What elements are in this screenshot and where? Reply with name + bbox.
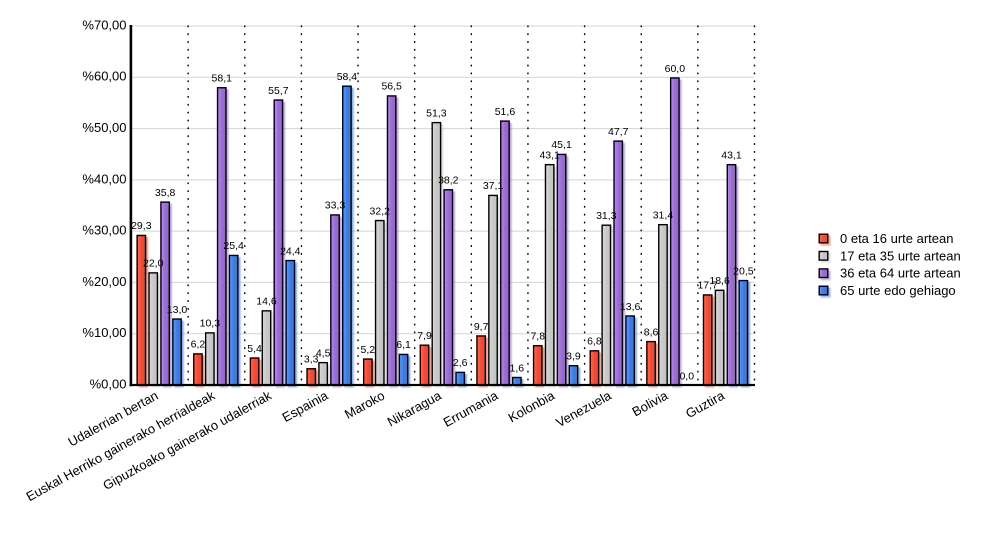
svg-text:10,3: 10,3 [200,318,221,330]
svg-text:58,1: 58,1 [212,73,233,85]
svg-text:25,4: 25,4 [223,240,244,252]
svg-text:1,6: 1,6 [510,362,525,374]
svg-text:3,9: 3,9 [566,351,581,363]
svg-text:60,0: 60,0 [665,63,686,75]
svg-text:20,5: 20,5 [733,265,754,277]
svg-text:13,6: 13,6 [620,301,641,313]
svg-text:6,1: 6,1 [396,339,411,351]
svg-text:7,8: 7,8 [530,331,545,343]
svg-text:6,2: 6,2 [191,339,206,351]
svg-text:2,6: 2,6 [453,357,468,369]
svg-text:%50,00: %50,00 [82,120,126,135]
svg-text:29,3: 29,3 [131,220,152,232]
svg-text:56,5: 56,5 [381,81,402,93]
svg-text:31,4: 31,4 [653,209,674,221]
svg-text:%0,00: %0,00 [90,376,127,391]
svg-text:7,9: 7,9 [417,330,432,342]
svg-text:51,6: 51,6 [495,106,516,118]
svg-text:17 eta 35 urte artean: 17 eta 35 urte artean [840,248,961,263]
svg-text:32,2: 32,2 [370,205,391,217]
svg-text:45,1: 45,1 [551,139,572,151]
svg-text:5,2: 5,2 [361,344,376,356]
svg-text:17,7: 17,7 [697,280,718,292]
svg-text:0,0: 0,0 [679,371,694,383]
svg-text:36 eta 64 urte artean: 36 eta 64 urte artean [840,266,961,281]
svg-text:%40,00: %40,00 [82,171,126,186]
svg-text:13,0: 13,0 [167,304,188,316]
svg-text:65 urte edo gehiago: 65 urte edo gehiago [840,283,956,298]
svg-text:58,4: 58,4 [337,71,358,83]
svg-text:43,1: 43,1 [539,149,560,161]
svg-text:33,3: 33,3 [325,200,346,212]
svg-text:47,7: 47,7 [608,126,629,138]
svg-text:37,1: 37,1 [483,180,504,192]
svg-text:%20,00: %20,00 [82,274,126,289]
svg-text:%10,00: %10,00 [82,325,126,340]
svg-text:43,1: 43,1 [721,149,742,161]
svg-text:22,0: 22,0 [143,258,164,270]
svg-text:55,7: 55,7 [268,85,289,97]
svg-text:5,4: 5,4 [247,343,262,355]
svg-text:9,7: 9,7 [474,321,489,333]
svg-text:38,2: 38,2 [438,175,459,187]
svg-text:24,4: 24,4 [280,245,301,257]
svg-text:51,3: 51,3 [426,107,447,119]
svg-text:0 eta 16 urte artean: 0 eta 16 urte artean [840,231,953,246]
svg-text:4,5: 4,5 [316,347,331,359]
svg-text:35,8: 35,8 [155,187,176,199]
svg-text:%70,00: %70,00 [82,17,126,32]
svg-text:%60,00: %60,00 [82,69,126,84]
svg-text:3,3: 3,3 [304,354,319,366]
svg-text:18,6: 18,6 [709,275,730,287]
svg-text:8,6: 8,6 [644,326,659,338]
svg-text:14,6: 14,6 [256,296,277,308]
svg-text:%30,00: %30,00 [82,223,126,238]
svg-text:6,8: 6,8 [587,336,602,348]
svg-text:31,3: 31,3 [596,210,617,222]
